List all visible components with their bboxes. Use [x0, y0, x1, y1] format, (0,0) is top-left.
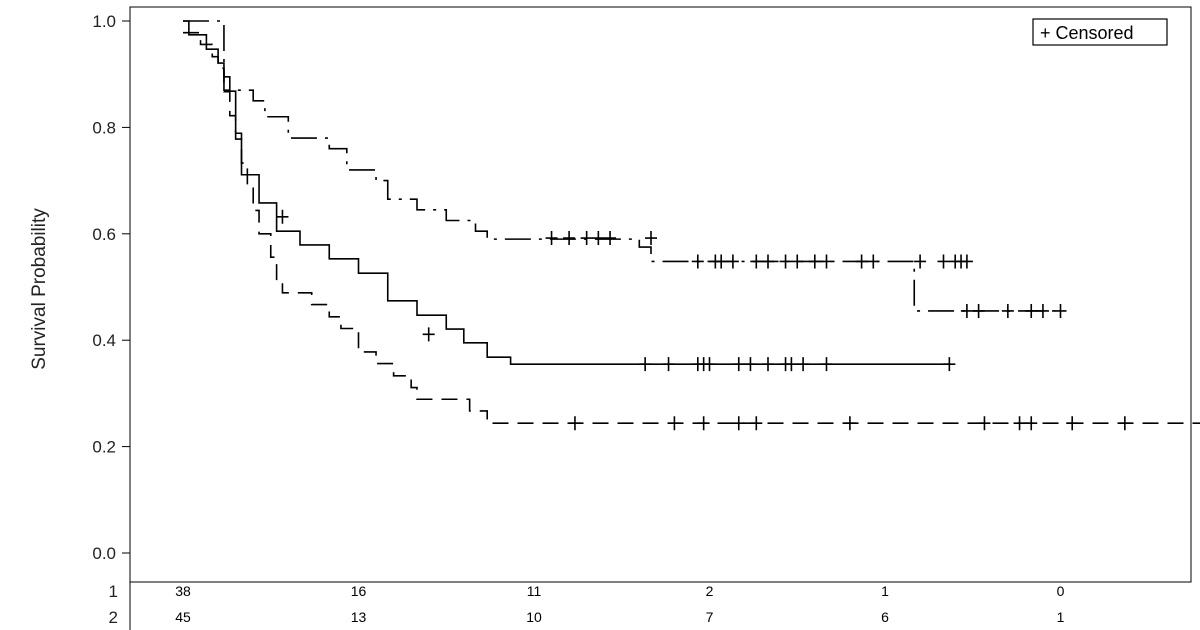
risk-count: 7	[706, 609, 714, 625]
censor-mark	[592, 231, 605, 246]
risk-count: 1	[1057, 609, 1065, 625]
censor-mark	[568, 416, 581, 431]
censor-mark	[785, 357, 798, 372]
censor-mark	[943, 357, 956, 372]
censor-mark	[960, 254, 973, 269]
censor-mark	[808, 254, 821, 269]
censor-mark	[703, 357, 716, 372]
censor-mark	[732, 416, 745, 431]
censor-mark	[732, 357, 745, 372]
y-tick-label: 0.8	[92, 118, 116, 137]
censor-mark	[744, 357, 757, 372]
y-tick-label: 0.2	[92, 438, 116, 457]
censor-mark	[1118, 416, 1131, 431]
censor-mark	[563, 231, 576, 246]
censor-mark	[762, 357, 774, 372]
censor-mark	[604, 231, 617, 246]
censor-mark	[276, 209, 289, 224]
censor-mark	[972, 303, 985, 318]
legend: + Censored	[1032, 18, 1168, 46]
censor-mark	[791, 254, 804, 269]
censor-mark	[545, 231, 558, 246]
risk-count: 16	[351, 583, 367, 599]
risk-row-label: 2	[109, 608, 118, 627]
censor-mark	[715, 254, 728, 269]
censor-mark	[820, 357, 833, 372]
censor-mark	[1025, 416, 1038, 431]
series-line-dash-dot	[183, 20, 1061, 312]
censor-mark	[1054, 303, 1067, 318]
censor-mark	[422, 327, 435, 342]
risk-count: 10	[526, 609, 542, 625]
risk-row-label: 1	[109, 582, 118, 601]
series-line-solid	[183, 20, 950, 365]
legend-label: + Censored	[1040, 23, 1134, 43]
censor-mark	[726, 254, 739, 269]
plot-frame	[129, 6, 1192, 583]
censor-mark	[662, 357, 675, 372]
censor-mark	[1025, 303, 1038, 318]
risk-count: 38	[175, 583, 191, 599]
risk-count: 2	[706, 583, 714, 599]
censor-mark	[697, 416, 710, 431]
censor-mark	[1066, 416, 1079, 431]
censor-mark	[855, 254, 868, 269]
censor-mark	[1001, 303, 1014, 318]
censor-mark	[779, 254, 792, 269]
risk-count: 13	[351, 609, 367, 625]
series-line-long-dash	[183, 31, 1200, 424]
censor-mark	[978, 416, 991, 431]
censor-mark	[797, 357, 810, 372]
y-tick-label: 0.6	[92, 225, 116, 244]
censor-mark	[668, 416, 681, 431]
y-tick-label: 1.0	[92, 12, 116, 31]
censor-mark	[937, 254, 950, 269]
censor-mark	[960, 303, 973, 318]
risk-count: 6	[881, 609, 889, 625]
legend-box	[1032, 18, 1168, 46]
risk-count: 11	[527, 583, 542, 599]
censor-mark	[820, 254, 833, 269]
censor-mark	[645, 231, 657, 246]
censor-mark	[750, 416, 763, 431]
censor-mark	[691, 254, 704, 269]
censor-mark	[762, 254, 774, 269]
risk-count: 0	[1057, 583, 1065, 599]
censor-mark	[1036, 303, 1049, 318]
risk-count: 1	[881, 583, 889, 599]
censor-mark	[1013, 416, 1026, 431]
censor-mark	[843, 416, 856, 431]
risk-count: 45	[175, 609, 191, 625]
censor-mark	[580, 231, 593, 246]
y-tick-label: 0.0	[92, 544, 116, 563]
y-axis-label: Survival Probability	[29, 208, 50, 370]
y-tick-label: 0.4	[92, 331, 116, 350]
censor-mark	[639, 357, 652, 372]
censor-mark	[914, 254, 927, 269]
censor-mark	[750, 254, 763, 269]
censor-mark	[867, 254, 880, 269]
